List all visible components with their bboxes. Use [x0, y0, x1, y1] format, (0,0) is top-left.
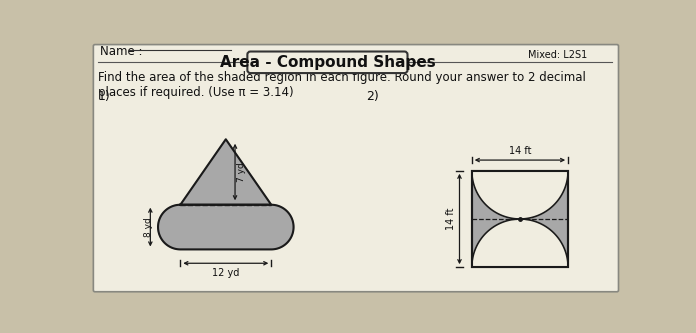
FancyBboxPatch shape: [247, 52, 408, 73]
Text: 1): 1): [98, 90, 111, 103]
Text: 2): 2): [366, 90, 379, 103]
Text: Name :: Name :: [100, 45, 142, 58]
Text: 12 yd: 12 yd: [212, 268, 239, 278]
FancyBboxPatch shape: [93, 45, 619, 292]
Text: Mixed: L2S1: Mixed: L2S1: [528, 50, 587, 60]
Text: 7 yd: 7 yd: [237, 162, 246, 182]
Polygon shape: [472, 219, 568, 267]
Bar: [472, 171, 568, 267]
Polygon shape: [158, 205, 294, 249]
Text: 14 ft: 14 ft: [445, 208, 456, 230]
Polygon shape: [180, 139, 271, 205]
Bar: [472, 171, 568, 267]
Text: 14 ft: 14 ft: [509, 146, 531, 156]
Text: Area - Compound Shapes: Area - Compound Shapes: [219, 55, 435, 70]
Text: Find the area of the shaded region in each figure. Round your answer to 2 decima: Find the area of the shaded region in ea…: [98, 71, 586, 99]
Polygon shape: [472, 171, 568, 219]
Text: 8 yd: 8 yd: [144, 217, 153, 237]
